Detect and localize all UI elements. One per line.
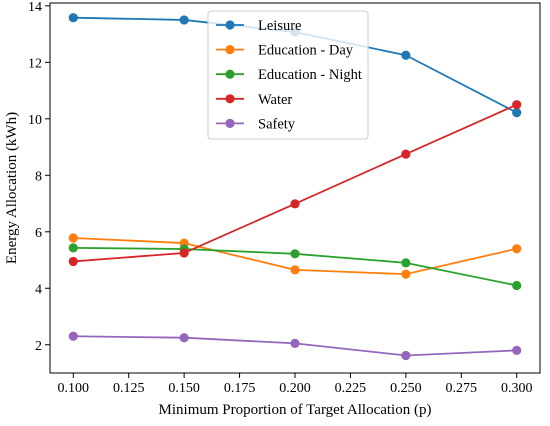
legend-item-leisure: Leisure <box>216 18 301 34</box>
legend-item-education-day: Education - Day <box>216 43 354 59</box>
data-point <box>401 258 411 268</box>
legend-label: Education - Night <box>258 67 362 83</box>
data-point <box>290 249 300 259</box>
y-axis: 2 4 6 8 10 12 14 <box>28 0 50 354</box>
x-tick-label: 0.200 <box>279 381 311 396</box>
y-tick-label: 14 <box>28 0 42 15</box>
legend-marker <box>225 69 235 79</box>
legend-marker <box>225 94 235 104</box>
data-point <box>179 15 189 25</box>
data-point <box>290 265 300 275</box>
legend-item-education-night: Education - Night <box>216 67 362 83</box>
data-point <box>68 243 78 253</box>
x-tick-label: 0.225 <box>335 381 367 396</box>
y-tick-label: 2 <box>35 339 42 354</box>
series-water <box>68 100 522 267</box>
y-tick-label: 10 <box>28 113 42 128</box>
data-point <box>512 345 522 356</box>
y-tick-label: 8 <box>35 169 42 184</box>
legend-marker <box>225 20 235 30</box>
data-point <box>68 233 78 243</box>
x-axis-label: Minimum Proportion of Target Allocation … <box>159 402 432 418</box>
y-axis-label: Energy Allocation (kWh) <box>4 112 20 264</box>
legend-item-water: Water <box>216 92 292 108</box>
x-axis: 0.100 0.125 0.150 0.175 0.200 0.225 0.250 0.275… <box>58 373 533 396</box>
y-tick-label: 6 <box>35 226 42 241</box>
data-point <box>512 100 522 110</box>
x-tick-label: 0.275 <box>446 381 478 396</box>
legend-box <box>207 10 369 140</box>
data-point <box>401 350 411 361</box>
data-point <box>68 331 78 341</box>
legend: Leisure Education - Day Education - Night W… <box>207 10 369 140</box>
x-tick-label: 0.125 <box>113 381 145 396</box>
legend-marker <box>225 118 235 128</box>
data-point <box>290 199 300 209</box>
data-point <box>401 149 411 159</box>
data-point <box>512 244 522 254</box>
data-point <box>68 13 78 23</box>
y-tick-label: 4 <box>35 282 42 297</box>
legend-label: Water <box>258 92 292 108</box>
legend-label: Leisure <box>258 18 301 34</box>
data-point <box>290 338 300 348</box>
y-tick-label: 12 <box>28 56 42 71</box>
legend-item-safety: Safety <box>216 116 296 132</box>
x-tick-label: 0.150 <box>168 381 200 396</box>
series-safety <box>68 331 522 361</box>
x-tick-label: 0.175 <box>224 381 256 396</box>
legend-marker <box>225 45 235 55</box>
data-point <box>401 269 411 279</box>
data-point <box>179 248 189 258</box>
data-point <box>68 256 78 267</box>
data-point <box>179 333 189 343</box>
legend-label: Safety <box>258 116 296 132</box>
x-tick-label: 0.300 <box>501 381 533 396</box>
x-tick-label: 0.100 <box>58 381 90 396</box>
data-point <box>401 50 411 60</box>
data-point <box>512 107 522 118</box>
data-point <box>512 280 522 291</box>
legend-label: Education - Day <box>258 43 354 59</box>
x-tick-label: 0.250 <box>390 381 422 396</box>
